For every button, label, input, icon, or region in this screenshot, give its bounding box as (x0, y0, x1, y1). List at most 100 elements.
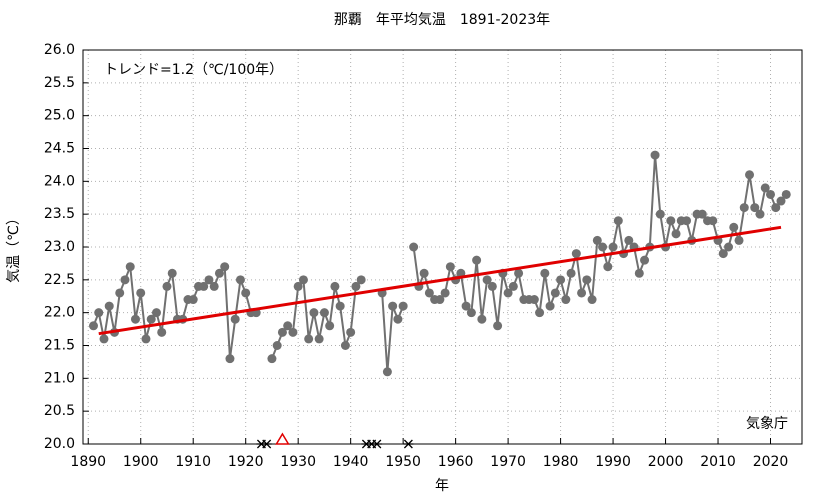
x-tick-label: 2010 (700, 454, 736, 470)
data-point (556, 275, 566, 285)
y-tick-label: 22.0 (44, 305, 75, 321)
data-point (346, 327, 356, 337)
data-point (634, 268, 644, 278)
data-point (671, 229, 681, 239)
data-point (272, 341, 282, 350)
data-point (461, 301, 471, 311)
data-point (314, 334, 324, 344)
series-line (92, 154, 788, 372)
data-point (99, 334, 109, 344)
data-point (136, 288, 146, 298)
data-point (582, 275, 592, 285)
source-label: 気象庁 (746, 416, 788, 432)
x-tick-label: 1900 (123, 454, 159, 470)
data-point (283, 321, 293, 331)
data-point (608, 242, 618, 252)
data-point (472, 255, 482, 265)
data-point (288, 327, 298, 337)
data-point (277, 327, 287, 337)
data-point (125, 262, 135, 272)
data-point (482, 275, 492, 285)
data-point (718, 249, 728, 259)
y-tick-label: 25.0 (44, 108, 75, 124)
data-point (750, 203, 760, 213)
data-point (535, 308, 545, 318)
data-point (566, 268, 576, 278)
data-point (666, 216, 676, 226)
data-point (188, 295, 198, 305)
data-point (781, 189, 791, 199)
data-point (435, 295, 445, 305)
data-point (393, 314, 403, 324)
data-point (755, 209, 765, 219)
y-tick-label: 25.5 (44, 75, 75, 91)
data-point (351, 281, 361, 291)
x-tick-label: 1980 (543, 454, 579, 470)
data-point (440, 288, 450, 298)
data-point (220, 262, 230, 272)
x-tick-label: 1920 (228, 454, 264, 470)
data-point (104, 301, 114, 311)
data-point (304, 334, 314, 344)
data-point (141, 334, 151, 344)
data-point (739, 203, 749, 213)
data-point (503, 288, 513, 298)
data-point (298, 275, 308, 285)
data-point (734, 235, 744, 245)
data-point (199, 281, 209, 291)
data-point (146, 314, 156, 324)
data-point (708, 216, 718, 226)
chart-title: 那覇 年平均気温 1891-2023年 (334, 12, 550, 28)
data-point (120, 275, 130, 285)
data-point (409, 242, 419, 252)
data-point (94, 308, 104, 318)
data-point (724, 242, 734, 252)
data-point (776, 196, 786, 206)
y-tick-label: 20.0 (44, 436, 75, 452)
data-point (550, 288, 560, 298)
data-point (335, 301, 345, 311)
y-tick-label: 23.0 (44, 239, 75, 255)
data-point (241, 288, 251, 298)
y-axis-label: 気温（℃） (6, 211, 22, 283)
x-tick-label: 1970 (490, 454, 526, 470)
trend-line (98, 225, 782, 336)
x-tick-label: 1930 (280, 454, 316, 470)
missing-marker (403, 439, 414, 449)
data-point (157, 327, 167, 337)
y-tick-label: 21.5 (44, 338, 75, 354)
data-point (267, 354, 277, 364)
x-tick-label: 1990 (595, 454, 631, 470)
data-point (477, 314, 487, 324)
y-tick-label: 23.5 (44, 206, 75, 222)
data-point (587, 295, 597, 305)
data-point (382, 367, 392, 377)
y-tick-label: 26.0 (44, 42, 75, 58)
data-point (419, 268, 429, 278)
data-point (561, 295, 571, 305)
missing-marker (371, 439, 382, 449)
y-tick-label: 24.0 (44, 173, 75, 189)
x-tick-label: 1950 (385, 454, 421, 470)
data-point (88, 321, 98, 331)
x-tick-label: 1890 (70, 454, 106, 470)
data-point (167, 268, 177, 278)
data-point (745, 170, 755, 180)
missing-marker (261, 439, 272, 449)
data-point (571, 249, 581, 259)
data-point (466, 308, 476, 318)
data-point (729, 222, 739, 232)
data-point (598, 242, 608, 252)
data-point (398, 301, 408, 311)
data-point (697, 209, 707, 219)
data-point (760, 183, 770, 193)
data-point (214, 268, 224, 278)
data-point (771, 203, 781, 213)
x-tick-label: 2020 (753, 454, 789, 470)
data-point (319, 308, 329, 318)
data-point (293, 281, 303, 291)
data-point (204, 275, 214, 285)
data-point (309, 308, 319, 318)
data-point (235, 275, 245, 285)
